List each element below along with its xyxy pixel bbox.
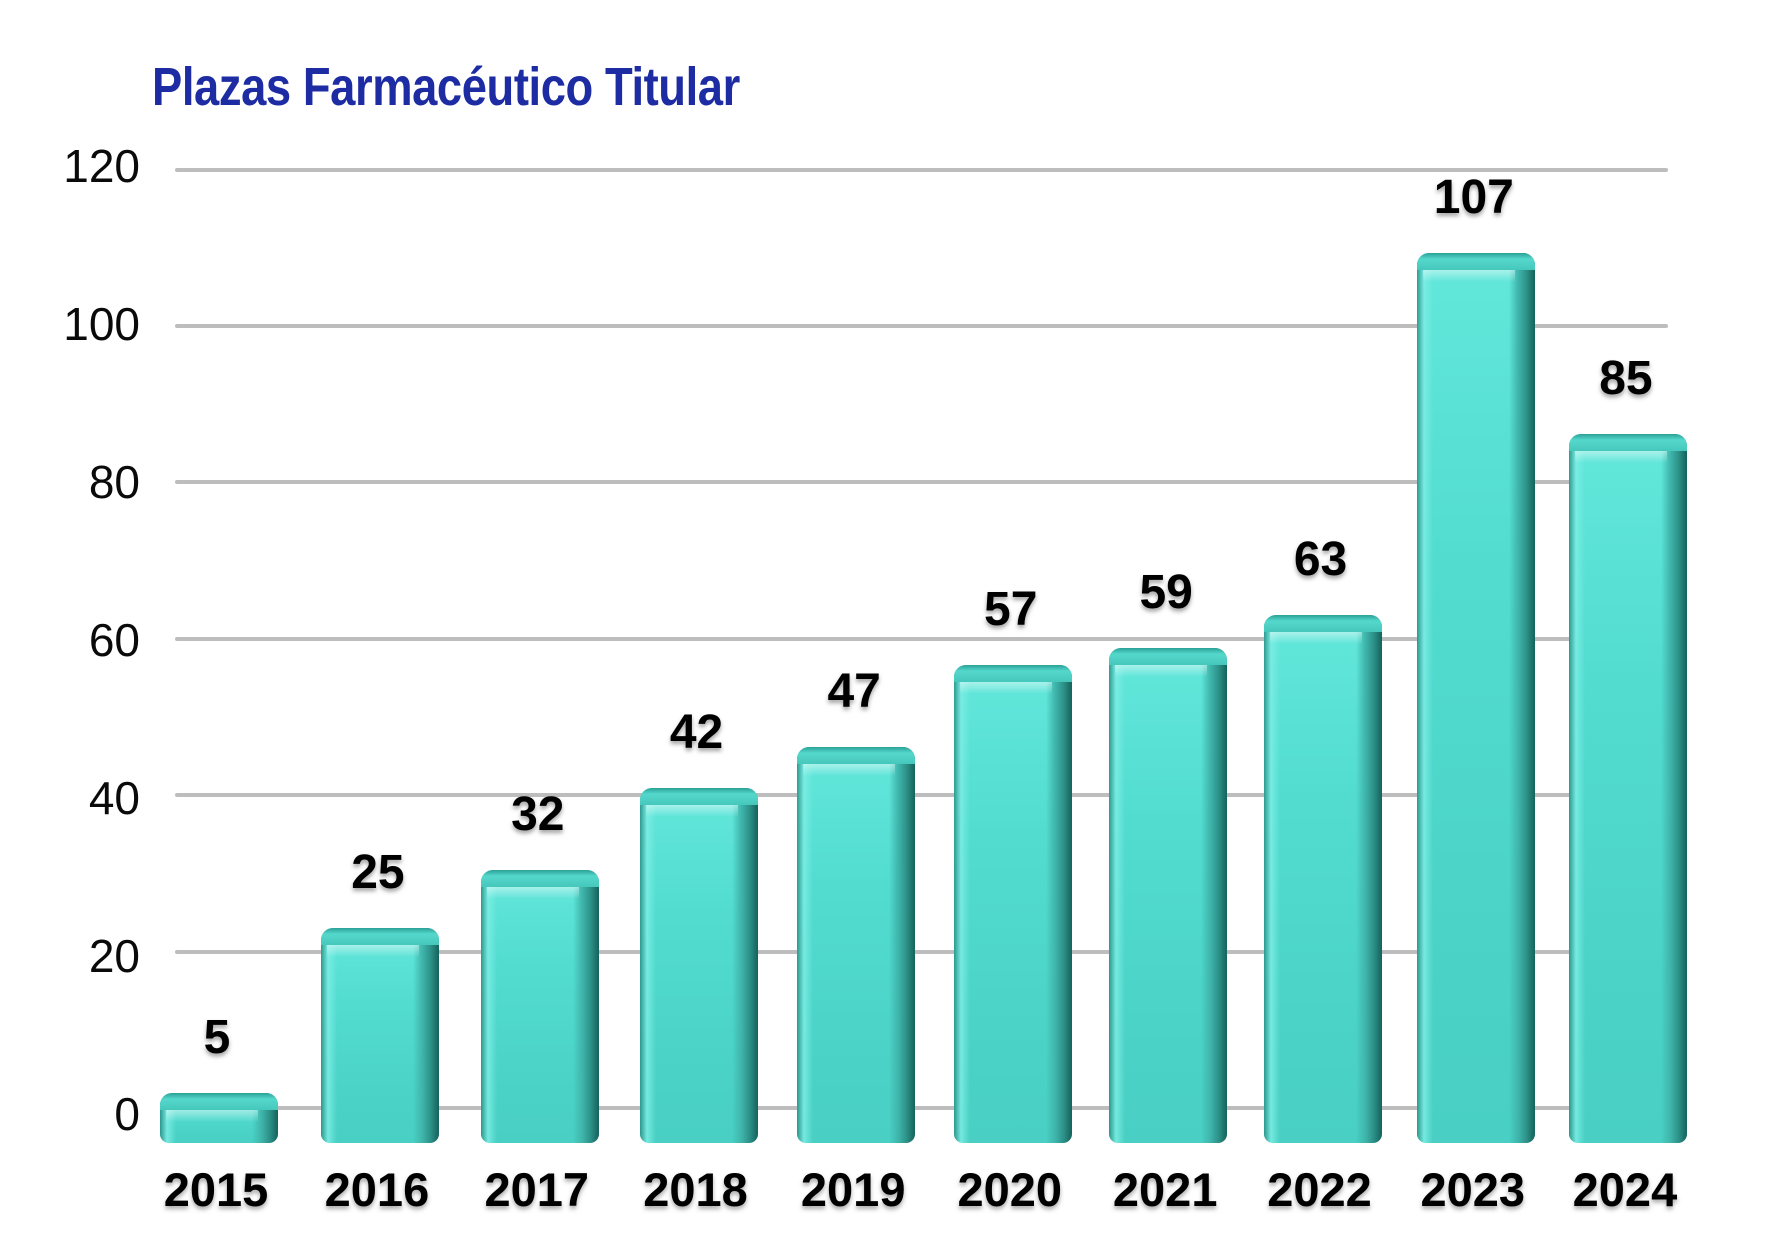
- y-gridline: [175, 324, 1668, 328]
- bar-top-face: [1109, 648, 1228, 666]
- bar-2023: [1416, 252, 1535, 1143]
- bar-top-face: [320, 928, 439, 946]
- x-axis-year-label: 2018: [643, 1163, 748, 1216]
- bar-2022: [1263, 615, 1382, 1143]
- y-axis-tick-label: 100: [63, 298, 140, 350]
- bar-2024: [1568, 434, 1687, 1143]
- bar-highlight: [486, 887, 579, 900]
- bar-highlight: [1574, 451, 1667, 464]
- bar-highlight: [1422, 269, 1515, 282]
- y-axis-tick-label: 80: [88, 456, 140, 508]
- bar-value-label: 63: [1293, 533, 1348, 587]
- x-axis-year-label: 2020: [957, 1163, 1063, 1216]
- bar-value-label: 107: [1433, 170, 1514, 224]
- bar-highlight: [803, 763, 896, 776]
- bar-top-face: [1568, 434, 1687, 452]
- y-gridline: [175, 793, 1668, 798]
- y-gridline: [175, 949, 1668, 954]
- bar-top-face: [797, 746, 916, 764]
- bar-value-label: 47: [827, 664, 881, 718]
- x-axis-year-label: 2016: [324, 1163, 430, 1216]
- x-axis-year-label: 2022: [1267, 1163, 1372, 1216]
- bar-highlight: [326, 945, 419, 958]
- bar-top-face: [953, 664, 1072, 682]
- bar-2019: [797, 746, 916, 1143]
- bar-top-face: [1263, 615, 1382, 633]
- chart-title: Plazas Farmacéutico Titular: [152, 57, 740, 117]
- y-axis-tick-label: 0: [114, 1088, 140, 1140]
- bar-highlight: [1115, 665, 1208, 678]
- y-gridline: [175, 1106, 1668, 1110]
- bar-2015: [160, 1092, 278, 1143]
- bar-highlight: [959, 681, 1052, 694]
- bar-value-label: 57: [984, 582, 1038, 636]
- y-gridline: [175, 480, 1668, 485]
- bar-value-label: 42: [669, 706, 724, 760]
- bar-value-label: 5: [203, 1010, 231, 1064]
- x-axis-year-label: 2024: [1572, 1163, 1678, 1216]
- bar-2021: [1109, 648, 1228, 1143]
- bar-highlight: [645, 805, 738, 818]
- bar-value-label: 59: [1139, 566, 1193, 620]
- y-axis-tick-label: 60: [88, 614, 140, 666]
- x-axis-year-label: 2023: [1420, 1163, 1526, 1216]
- bar-top-face: [480, 870, 599, 888]
- bar-2020: [953, 664, 1072, 1143]
- y-axis-tick-label: 40: [88, 772, 140, 824]
- bar-2016: [320, 928, 439, 1143]
- y-axis-tick-label: 20: [88, 930, 140, 982]
- bar-top-face: [160, 1092, 278, 1110]
- y-gridline: [175, 636, 1668, 641]
- y-gridline: [175, 167, 1668, 172]
- bar-2018: [639, 788, 758, 1143]
- x-axis-year-label: 2015: [163, 1163, 269, 1216]
- x-axis-year-label: 2021: [1112, 1163, 1218, 1216]
- x-axis-year-label: 2017: [484, 1163, 590, 1216]
- bar-value-label: 85: [1599, 352, 1653, 406]
- x-axis-year-label: 2019: [800, 1163, 906, 1216]
- bar-top-face: [639, 788, 758, 806]
- bar-top-face: [1416, 252, 1535, 270]
- bar-highlight: [1269, 632, 1362, 645]
- y-axis-tick-label: 120: [63, 140, 140, 192]
- bar-value-label: 32: [511, 788, 565, 842]
- bar-value-label: 25: [351, 846, 405, 900]
- bar-highlight: [166, 1109, 258, 1122]
- bar-2017: [480, 870, 599, 1143]
